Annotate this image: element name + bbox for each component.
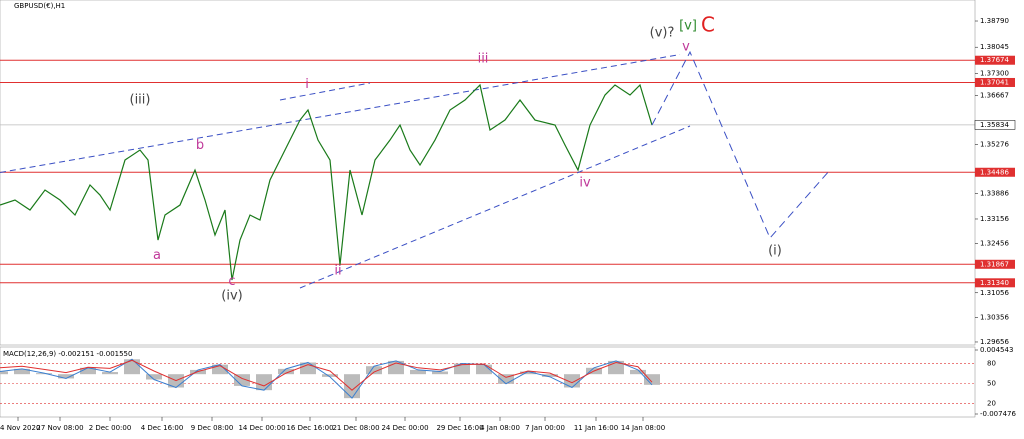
rsi-label: 20 [987,400,996,408]
macd-bar [80,367,96,375]
wave-label: iii [478,51,489,66]
y-tick-label: 1.29656 [980,338,1009,346]
level-label-box [975,278,1015,288]
x-tick-label: 24 Dec 00:00 [381,424,428,432]
level-label: 1.37674 [980,56,1009,64]
projection-line [651,50,831,239]
signal-line [0,359,653,391]
level-label-box [975,55,1015,65]
wave-label: (iii) [130,93,151,108]
y-tick-label: 1.38045 [980,43,1009,51]
trendline [279,82,371,101]
macd-bar [498,374,514,384]
macd-tick-label: -0.007476 [980,410,1016,418]
wave-label: v [682,40,690,55]
wave-label: (iv) [221,288,242,303]
wave-label: i [305,77,309,92]
y-tick-label: 1.36667 [980,92,1009,100]
trendline [0,54,681,173]
level-label: 1.37041 [980,78,1009,86]
macd-bar [564,374,580,388]
wave-label: C [701,12,715,36]
x-tick-label: 21 Dec 08:00 [332,424,379,432]
current-label-box [974,120,1016,130]
wave-label: (v)? [650,25,675,40]
x-tick-label: 14 Jan 08:00 [621,424,665,432]
level-label: 1.31340 [980,279,1009,287]
macd-bar [234,374,250,386]
macd-bar [630,369,646,375]
level-label-box [975,77,1015,87]
macd-bar [410,369,426,375]
price-line [0,83,653,281]
level-label: 1.31867 [980,260,1009,268]
x-tick-label: 27 Nov 08:00 [36,424,83,432]
x-tick-label: 2 Dec 00:00 [89,424,132,432]
x-tick-label: 16 Dec 16:00 [286,424,333,432]
y-tick-label: 1.38790 [980,17,1009,25]
rsi-label: 80 [987,359,996,367]
macd-bar [58,374,74,379]
macd-bar [102,372,118,375]
x-tick-label: 4 Jan 08:00 [480,424,520,432]
macd-bar [366,366,382,375]
macd-bar [124,359,140,375]
wave-label: iv [579,176,591,191]
wave-label: (i) [768,243,782,258]
y-tick-label: 1.33156 [980,215,1009,223]
wave-label: c [228,274,235,289]
current-label: 1.35834 [980,121,1009,129]
macd-bar [476,364,492,375]
macd-bar [322,374,338,377]
macd-tick-label: 0.004543 [980,346,1013,354]
trendline [299,125,691,289]
macd-bar [520,371,536,375]
y-tick-label: 1.37300 [980,69,1009,77]
y-tick-label: 1.35276 [980,140,1009,148]
x-tick-label: 7 Jan 00:00 [525,424,565,432]
level-label: 1.34486 [980,168,1009,176]
macd-line [0,358,653,399]
wave-label: ii [334,263,341,278]
level-label-box [975,259,1015,269]
x-tick-label: 9 Dec 08:00 [191,424,234,432]
x-tick-label: 29 Dec 16:00 [436,424,483,432]
macd-bar [644,374,660,385]
y-tick-label: 1.30356 [980,313,1009,321]
macd-bar [432,371,448,375]
rsi-label: 50 [987,380,996,388]
chart-title: GBPUSD(€),H1 [14,2,65,10]
macd-bar [36,373,52,375]
y-tick-label: 1.33886 [980,189,1009,197]
macd-bar [454,363,470,375]
macd-bar [14,368,30,375]
x-tick-label: 4 Dec 16:00 [141,424,184,432]
y-tick-label: 1.31056 [980,289,1009,297]
macd-bar [0,371,8,375]
macd-bar [300,362,316,375]
wave-label: b [196,138,204,153]
x-tick-label: 14 Dec 00:00 [238,424,285,432]
macd-panel [0,346,976,418]
macd-bar [212,364,228,375]
macd-bar [278,368,294,375]
x-tick-label: 11 Jan 16:00 [574,424,618,432]
wave-label: [v] [679,18,697,33]
macd-bar [542,374,558,377]
macd-title: MACD(12,26,9) -0.002151 -0.001550 [3,350,132,358]
wave-label: a [153,248,161,263]
y-tick-label: 1.32456 [980,240,1009,248]
macd-bar [146,374,162,380]
x-tick-label: 24 Nov 2020 [0,424,40,432]
level-label-box [975,167,1015,177]
